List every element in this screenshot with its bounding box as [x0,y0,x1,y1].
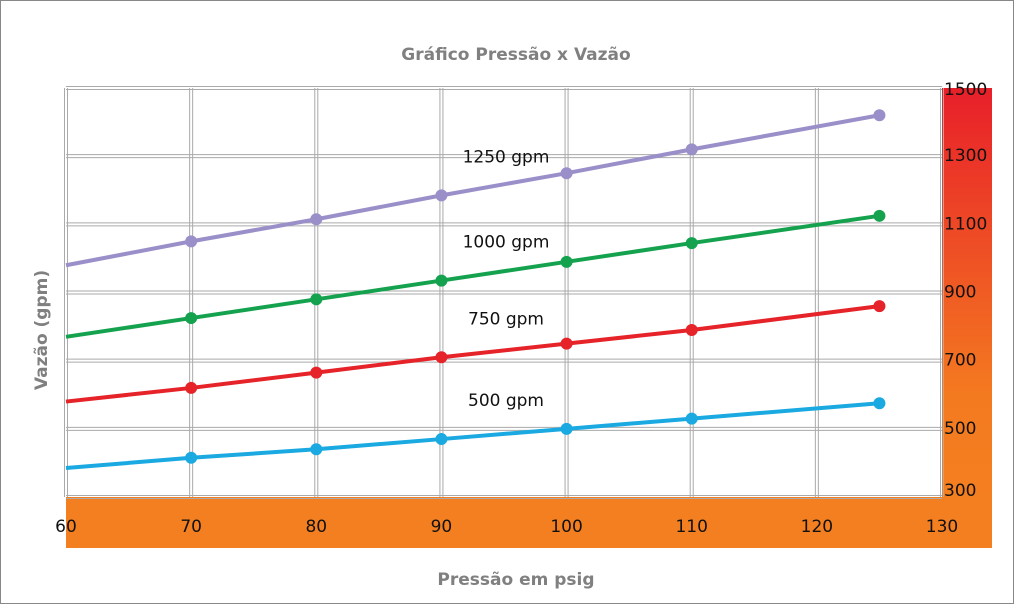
point [685,323,698,336]
point [435,351,448,364]
point [185,381,198,394]
point [560,422,573,435]
point [873,397,886,410]
y-tick-label: 900 [944,283,976,303]
x-axis-band [66,497,992,548]
point [560,337,573,350]
point [873,209,886,222]
point [185,235,198,248]
y-tick-label: 1300 [944,146,987,166]
y-axis-band [942,88,992,498]
x-tick-label: 130 [926,517,958,537]
series-label: 750 gpm [468,309,544,329]
point [185,312,198,325]
point [685,237,698,250]
series-label: 1000 gpm [463,233,550,253]
x-tick-label: 60 [55,517,77,537]
x-axis-label: Pressão em psig [437,570,594,590]
y-tick-label: 300 [944,481,976,501]
point [560,167,573,180]
point [873,300,886,313]
y-axis-label: Vazão (gpm) [32,270,52,390]
point [310,293,323,306]
chart-title: Gráfico Pressão x Vazão [401,45,630,65]
point [310,366,323,379]
y-tick-label: 700 [944,351,976,371]
point [435,189,448,202]
series-label: 500 gpm [468,391,544,411]
y-tick-label: 1100 [944,214,987,234]
x-tick-label: 70 [180,517,202,537]
point [685,412,698,425]
point [435,274,448,287]
x-tick-label: 100 [550,517,582,537]
point [310,213,323,226]
x-tick-label: 80 [305,517,327,537]
point [685,143,698,156]
y-tick-label: 1500 [944,80,987,100]
x-tick-label: 110 [675,517,707,537]
y-tick-label: 500 [944,419,976,439]
x-tick-label: 90 [431,517,453,537]
series-label: 1250 gpm [463,147,550,167]
x-tick-label: 120 [801,517,833,537]
point [435,433,448,446]
point [873,109,886,122]
point [560,255,573,268]
point [310,443,323,456]
point [185,451,198,464]
